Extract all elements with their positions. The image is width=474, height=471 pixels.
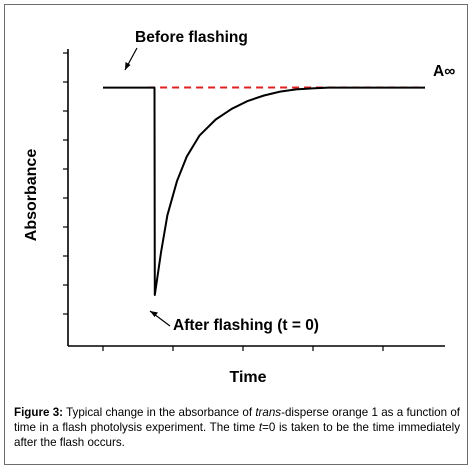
annotation-before-flashing: Before flashing — [135, 29, 248, 46]
caption-italic-2: t — [258, 421, 263, 434]
annotation-after-flashing: After flashing (t = 0) — [173, 317, 319, 334]
x-axis-title: Time — [229, 369, 266, 386]
caption-text-1: Typical change in the absorbance of — [63, 406, 256, 419]
asymptote-label: A∞ — [433, 63, 455, 80]
caption-text-2: -disperse orange 1 as a function of time… — [14, 406, 461, 434]
annotation-after-arrowhead — [150, 311, 158, 317]
x-ticks — [102, 346, 384, 351]
axes — [63, 49, 445, 351]
figure-panel: Before flashing After flashing (t = 0) A… — [4, 4, 468, 465]
y-ticks — [63, 52, 68, 315]
caption-label: Figure 3: — [14, 406, 64, 419]
annotation-before-arrowhead — [125, 62, 131, 70]
figure-caption: Figure 3: Typical change in the absorban… — [14, 405, 460, 450]
absorbance-curve — [103, 86, 425, 296]
chart-canvas: Before flashing After flashing (t = 0) A… — [23, 29, 455, 386]
caption-italic-1: trans — [255, 406, 282, 419]
y-axis-title: Absorbance — [23, 149, 40, 242]
caption-text-3: =0 is taken to be the time immediately a… — [14, 421, 460, 449]
